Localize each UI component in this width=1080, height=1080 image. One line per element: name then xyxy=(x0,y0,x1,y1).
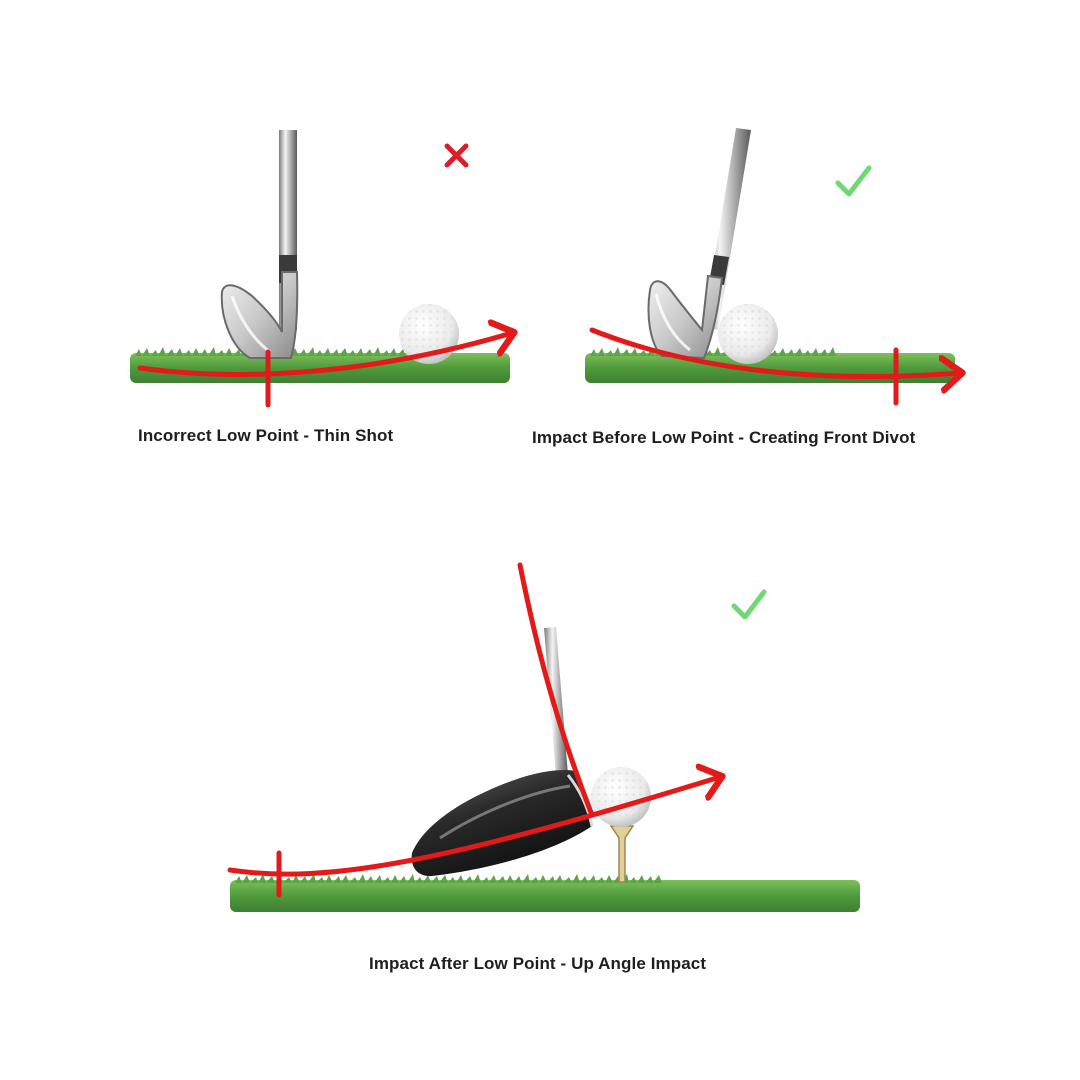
caption-impact-before-low-point: Impact Before Low Point - Creating Front… xyxy=(532,428,916,447)
caption-impact-after-low-point: Impact After Low Point - Up Angle Impact xyxy=(369,954,707,973)
panel-impact-after-low-point xyxy=(227,562,860,912)
shaft-angle-line xyxy=(517,562,595,818)
check-icon xyxy=(731,589,767,620)
swing-path-arrow xyxy=(137,333,512,377)
caption-incorrect-low-point: Incorrect Low Point - Thin Shot xyxy=(138,426,394,445)
grass-strip xyxy=(230,880,860,912)
swing-path-arrow xyxy=(227,777,720,877)
check-icon xyxy=(835,165,872,197)
iron-club-icon xyxy=(647,128,751,360)
grass-strip xyxy=(130,353,510,383)
golf-tee-icon xyxy=(609,825,635,883)
panel-incorrect-low-point xyxy=(130,130,512,408)
panel-impact-before-low-point xyxy=(585,128,960,406)
iron-club-icon xyxy=(220,130,299,359)
cross-icon xyxy=(444,143,469,168)
golf-ball-icon xyxy=(718,304,778,364)
golf-ball-icon xyxy=(591,767,651,827)
